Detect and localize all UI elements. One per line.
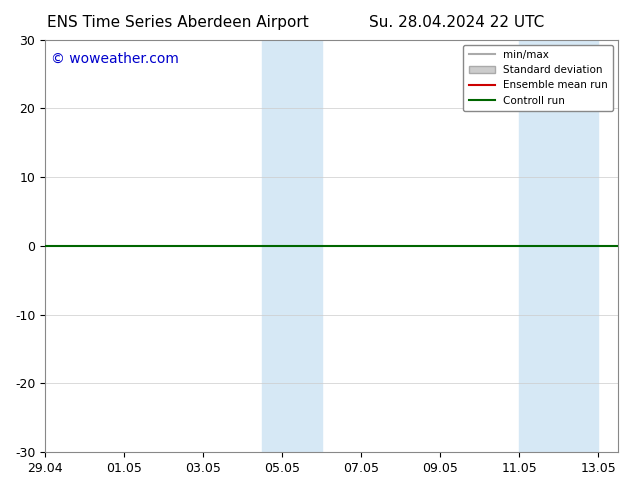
- Text: © woweather.com: © woweather.com: [51, 52, 179, 66]
- Text: ENS Time Series Aberdeen Airport: ENS Time Series Aberdeen Airport: [47, 15, 308, 30]
- Legend: min/max, Standard deviation, Ensemble mean run, Controll run: min/max, Standard deviation, Ensemble me…: [463, 45, 613, 111]
- Text: Su. 28.04.2024 22 UTC: Su. 28.04.2024 22 UTC: [369, 15, 544, 30]
- Bar: [519, 40, 598, 452]
- Bar: [262, 40, 321, 452]
